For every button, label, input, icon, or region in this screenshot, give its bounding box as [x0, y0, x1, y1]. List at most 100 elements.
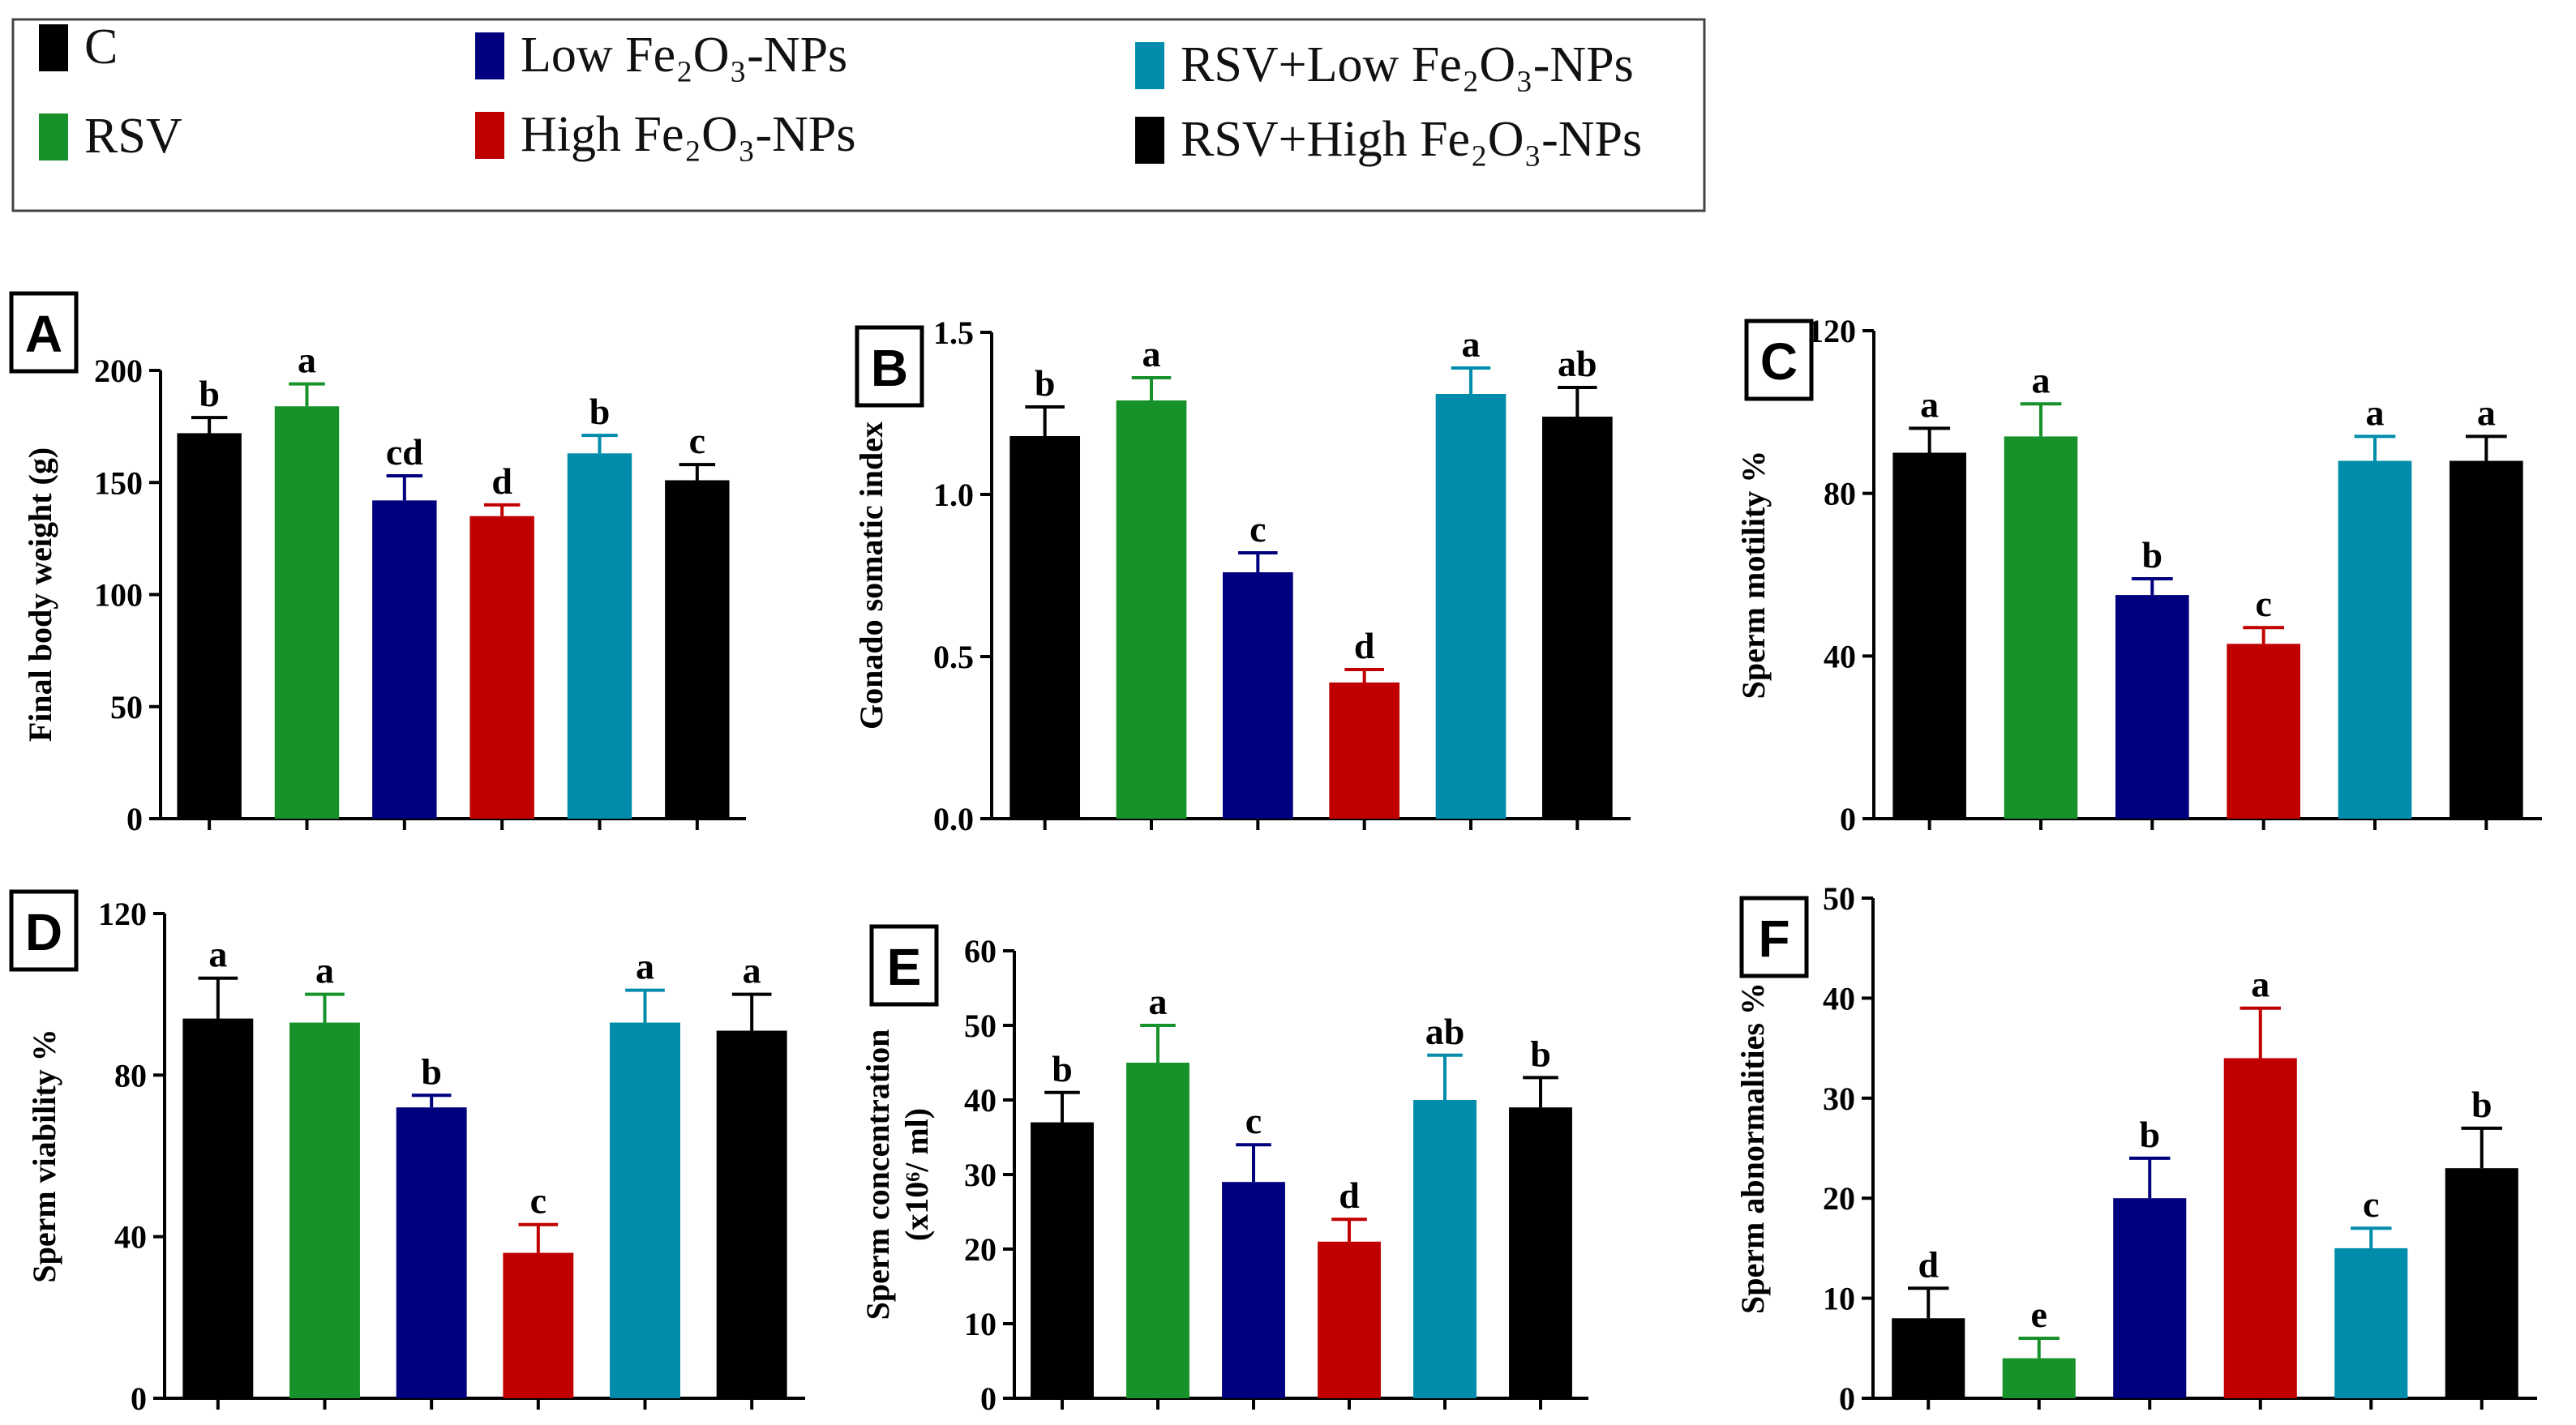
legend-swatch	[39, 24, 68, 71]
y-tick-label: 40	[964, 1082, 997, 1119]
y-tick-label: 200	[94, 353, 143, 389]
y-tick-label: 30	[1823, 1081, 1855, 1117]
bar	[2445, 1168, 2518, 1398]
y-tick-label: 20	[964, 1231, 997, 1268]
bar	[1126, 1063, 1189, 1398]
significance-label: d	[1918, 1243, 1939, 1285]
panel-letter: F	[1758, 909, 1789, 968]
bar	[177, 433, 242, 819]
legend-swatch	[39, 113, 68, 160]
bar	[610, 1022, 680, 1398]
significance-label: b	[2142, 534, 2163, 576]
y-tick-label: 0	[1839, 1380, 1855, 1417]
bar	[372, 500, 437, 819]
significance-label: e	[2031, 1294, 2047, 1335]
legend-label: High Fe₂O₃-NPs	[521, 107, 856, 162]
legend-swatch	[475, 32, 504, 79]
chart-panel-C: C 0 40 80 120 Sperm motility % a a b c a a	[1735, 313, 2542, 837]
significance-label: b	[1052, 1048, 1073, 1089]
significance-label: a	[315, 950, 334, 991]
y-tick-label: 80	[114, 1057, 147, 1093]
y-tick-label: 60	[964, 933, 997, 969]
bar	[665, 480, 730, 819]
legend-swatch	[1135, 117, 1164, 164]
y-axis-title: Gonado somatic index	[853, 422, 889, 730]
y-tick-label: 40	[114, 1219, 147, 1256]
significance-label: a	[1142, 333, 1161, 374]
significance-label: a	[2477, 392, 2496, 433]
bar	[469, 516, 534, 819]
bar	[2223, 1058, 2297, 1398]
y-tick-label: 40	[1823, 980, 1855, 1016]
y-tick-label: 30	[964, 1157, 997, 1193]
chart-panel-B: B 0.0 0.5 1.0 1.5 Gonado somatic index b a c d a ab	[853, 315, 1631, 837]
bar	[2334, 1247, 2408, 1398]
panel-letter: A	[25, 305, 62, 363]
panel-letter: E	[887, 938, 922, 996]
legend-label: RSV+High Fe₂O₃-NPs	[1181, 112, 1642, 167]
bar	[2338, 460, 2412, 819]
bar	[274, 406, 340, 819]
bar	[1009, 436, 1081, 819]
legend-label: Low Fe₂O₃-NPs	[521, 28, 847, 83]
y-tick-label: 150	[94, 464, 143, 501]
significance-label: c	[689, 420, 705, 461]
panel-letter: B	[871, 339, 908, 397]
significance-label: b	[2471, 1084, 2492, 1125]
legend-label: RSV	[84, 109, 182, 164]
bar	[567, 453, 632, 819]
significance-label: c	[1245, 1100, 1262, 1141]
y-tick-label: 0	[131, 1380, 147, 1417]
chart-panel-A: A 0 50 100 150 200 Final body weight (g) b a cd d b…	[9, 291, 746, 837]
bar	[1509, 1107, 1572, 1398]
significance-label: a	[208, 934, 227, 975]
legend-frame	[11, 18, 1706, 212]
bar	[1541, 417, 1613, 819]
bar	[1892, 452, 1966, 819]
y-tick-label: 10	[1823, 1281, 1855, 1317]
y-axis-title: Sperm motility %	[1735, 451, 1772, 700]
y-tick-label: 1.0	[933, 477, 974, 513]
bar	[716, 1030, 787, 1398]
bar	[396, 1107, 467, 1398]
significance-label: c	[2363, 1183, 2379, 1225]
y-tick-label: 20	[1823, 1180, 1855, 1217]
significance-label: a	[1462, 323, 1481, 365]
y-tick-label: 0	[126, 801, 143, 837]
significance-label: d	[491, 460, 512, 502]
bar	[2002, 1358, 2076, 1398]
panel-letter-box	[9, 291, 79, 374]
bar	[1031, 1122, 1094, 1398]
y-tick-label: 50	[1823, 880, 1855, 917]
significance-label: cd	[386, 431, 423, 473]
significance-label: c	[530, 1180, 546, 1222]
bar	[1435, 394, 1507, 819]
legend-swatch	[475, 112, 504, 159]
y-tick-label: 100	[94, 577, 143, 614]
bar	[1329, 683, 1400, 819]
significance-label: a	[2251, 964, 2270, 1005]
significance-label: c	[1249, 508, 1266, 550]
panel-letter-box	[9, 889, 79, 972]
significance-label: a	[743, 950, 761, 991]
y-axis-title: Sperm abnormalities %	[1734, 982, 1771, 1314]
panel-letter-box	[1739, 896, 1809, 978]
significance-label: a	[1149, 981, 1168, 1022]
y-tick-label: 1.5	[933, 315, 974, 351]
y-tick-label: 120	[1807, 313, 1856, 349]
y-axis-title: Sperm concentration(x10⁶/ ml)	[859, 1029, 935, 1320]
bar	[1318, 1241, 1381, 1398]
y-tick-label: 50	[964, 1008, 997, 1044]
bar	[1222, 572, 1293, 819]
significance-label: b	[1035, 362, 1056, 404]
significance-label: a	[636, 946, 654, 987]
significance-label: b	[1530, 1033, 1551, 1074]
bar	[503, 1252, 574, 1398]
significance-label: d	[1354, 625, 1375, 666]
panel-letter-box	[869, 924, 939, 1007]
significance-label: a	[2366, 392, 2385, 433]
panel-letter-box	[855, 325, 924, 408]
legend-swatch	[1135, 42, 1164, 89]
